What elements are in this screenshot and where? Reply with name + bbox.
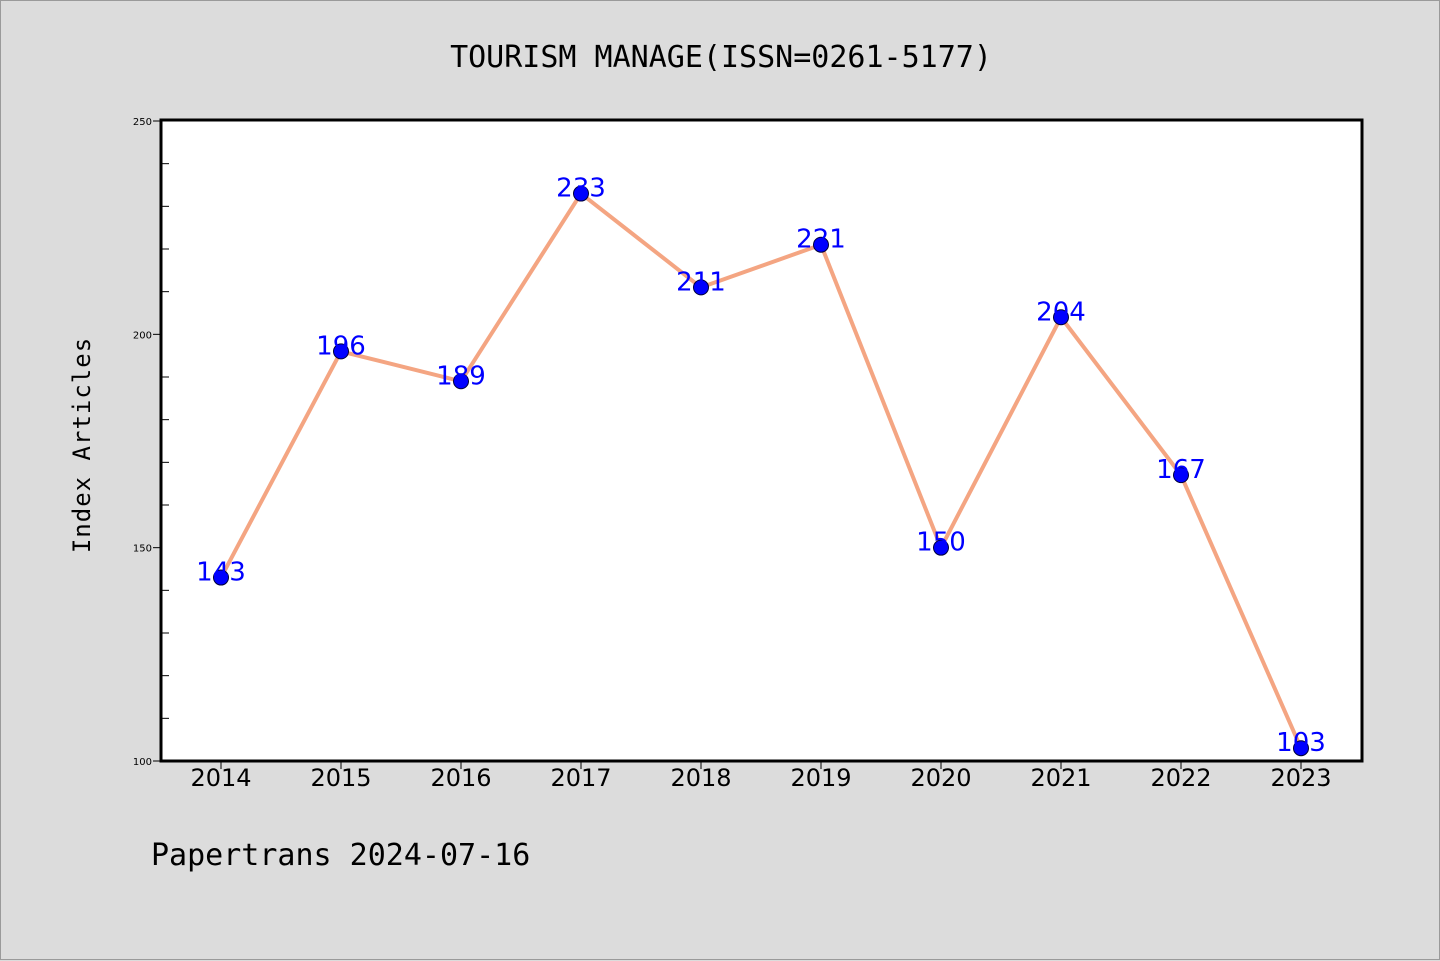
data-point xyxy=(813,236,829,253)
y-tick-label: 200 xyxy=(133,330,152,341)
x-tick-label: 2015 xyxy=(310,764,371,792)
data-label: 196 xyxy=(316,331,366,361)
series-line xyxy=(219,191,1303,750)
footer-text: Papertrans 2024-07-16 xyxy=(151,838,530,873)
x-tick-label: 2016 xyxy=(430,764,491,792)
x-tick-label: 2019 xyxy=(790,764,851,792)
data-point xyxy=(1173,467,1189,484)
x-tick-label: 2021 xyxy=(1030,764,1091,792)
data-point xyxy=(1293,740,1309,757)
x-tick-label: 2018 xyxy=(670,764,731,792)
data-markers xyxy=(213,185,1309,757)
data-point xyxy=(333,343,349,360)
data-label: 150 xyxy=(916,528,966,558)
y-tick-label: 100 xyxy=(133,757,152,768)
x-tick-label: 2020 xyxy=(910,764,971,792)
data-point xyxy=(1053,309,1069,326)
y-minor-ticks xyxy=(161,163,169,719)
y-axis-label: Index Articles xyxy=(68,337,96,553)
data-point xyxy=(573,185,589,202)
y-axis: 100 150 200 250 xyxy=(133,117,161,768)
data-label: 143 xyxy=(196,558,246,588)
data-label: 233 xyxy=(556,174,606,204)
data-label: 221 xyxy=(796,225,846,255)
data-label: 167 xyxy=(1156,455,1206,485)
data-label: 103 xyxy=(1276,728,1326,758)
data-label: 189 xyxy=(436,361,486,391)
data-label: 211 xyxy=(676,267,726,297)
y-tick-label: 150 xyxy=(133,544,152,555)
x-tick-label: 2017 xyxy=(550,764,611,792)
plot-area xyxy=(159,118,1364,763)
x-tick-label: 2022 xyxy=(1150,764,1211,792)
data-label: 204 xyxy=(1036,297,1086,327)
y-tick-label: 250 xyxy=(133,117,152,128)
data-point xyxy=(453,373,469,390)
x-tick-label: 2023 xyxy=(1270,764,1331,792)
data-labels: 143 196 189 233 211 221 150 204 167 103 xyxy=(196,174,1326,759)
data-point xyxy=(693,279,709,296)
x-tick-label: 2014 xyxy=(190,764,251,792)
data-point xyxy=(213,569,229,586)
data-point xyxy=(933,539,949,556)
x-axis: 2014 2015 2016 2017 2018 2019 2020 2021 2022 2023 xyxy=(190,761,1332,792)
chart-title: TOURISM MANAGE(ISSN=0261-5177) xyxy=(450,40,992,75)
